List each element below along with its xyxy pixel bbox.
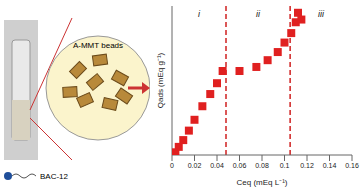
svg-text:0.08: 0.08 (255, 162, 269, 169)
svg-text:0.06: 0.06 (233, 162, 247, 169)
svg-text:A-MMT beads: A-MMT beads (73, 41, 123, 50)
svg-text:0.12: 0.12 (300, 162, 314, 169)
svg-text:Qads (mEq g⁻¹): Qads (mEq g⁻¹) (156, 52, 165, 108)
svg-text:0.04: 0.04 (210, 162, 224, 169)
svg-text:BAC-12: BAC-12 (40, 172, 69, 181)
svg-text:iii: iii (318, 9, 325, 19)
svg-text:Ceq (mEq L⁻¹): Ceq (mEq L⁻¹) (236, 178, 287, 187)
svg-text:0.14: 0.14 (323, 162, 337, 169)
svg-text:0.16: 0.16 (345, 162, 354, 169)
svg-text:0.02: 0.02 (188, 162, 202, 169)
svg-text:i: i (198, 9, 201, 19)
svg-text:0: 0 (170, 162, 174, 169)
svg-text:ii: ii (256, 9, 261, 19)
svg-text:0.1: 0.1 (280, 162, 290, 169)
